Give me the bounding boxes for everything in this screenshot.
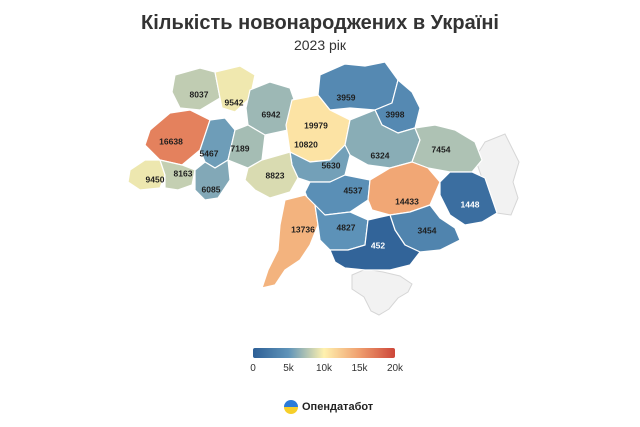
- region-0: [171, 67, 221, 111]
- labels-layer: 8037 9542 6942 3959 3998 16638 19979 10820 5467 7…: [146, 89, 480, 250]
- color-legend: 0 5k 10k 15k 20k: [250, 348, 403, 379]
- region-value-label: 3454: [418, 225, 437, 235]
- page-title: Кількість новонароджених в Україні: [141, 12, 499, 34]
- region-value-label: 6085: [202, 184, 221, 194]
- regions-layer: [127, 61, 498, 289]
- region-20: [261, 194, 319, 289]
- legend-gradient-bar: [253, 348, 395, 358]
- opendatabot-logo-icon: [284, 400, 298, 414]
- region-value-label: 1448: [461, 199, 480, 209]
- brand: Опендатабот: [284, 397, 373, 417]
- region-23: [329, 214, 421, 271]
- region-value-label: 14433: [395, 196, 419, 206]
- region-value-label: 16638: [159, 136, 183, 146]
- occupied-crimea: [351, 268, 413, 316]
- region-value-label: 6324: [371, 150, 390, 160]
- region-19: [439, 171, 498, 226]
- region-value-label: 452: [371, 240, 385, 250]
- legend-tick: 15k: [351, 363, 368, 374]
- region-value-label: 8823: [266, 170, 285, 180]
- region-value-label: 8037: [190, 89, 209, 99]
- region-13: [127, 159, 166, 191]
- region-16: [244, 151, 299, 199]
- region-value-label: 10820: [294, 139, 318, 149]
- region-value-label: 5467: [200, 148, 219, 158]
- region-15: [194, 159, 231, 201]
- region-value-label: 4827: [337, 222, 356, 232]
- region-14: [159, 159, 196, 191]
- region-value-label: 7454: [432, 144, 451, 154]
- region-value-label: 19979: [304, 120, 328, 130]
- brand-name: Опендатабот: [302, 401, 374, 413]
- occupied-territories: [351, 133, 520, 316]
- region-value-label: 13736: [291, 224, 315, 234]
- occupied-east: [474, 133, 520, 216]
- region-value-label: 6942: [262, 109, 281, 119]
- region-3: [317, 61, 399, 111]
- region-value-label: 9542: [225, 97, 244, 107]
- legend-ticks: 0 5k 10k 15k 20k: [250, 363, 403, 379]
- legend-tick: 5k: [283, 363, 294, 374]
- region-value-label: 9450: [146, 174, 165, 184]
- legend-tick: 0: [250, 363, 256, 374]
- region-value-label: 8163: [174, 168, 193, 178]
- region-value-label: 3959: [337, 92, 356, 102]
- legend-tick: 20k: [386, 363, 404, 374]
- region-1: [214, 65, 256, 113]
- region-value-label: 7189: [231, 143, 250, 153]
- region-value-label: 5630: [322, 160, 341, 170]
- region-value-label: 3998: [386, 109, 405, 119]
- page-subtitle: 2023 рік: [293, 37, 347, 53]
- legend-tick: 10k: [315, 363, 333, 374]
- region-value-label: 4537: [344, 185, 363, 195]
